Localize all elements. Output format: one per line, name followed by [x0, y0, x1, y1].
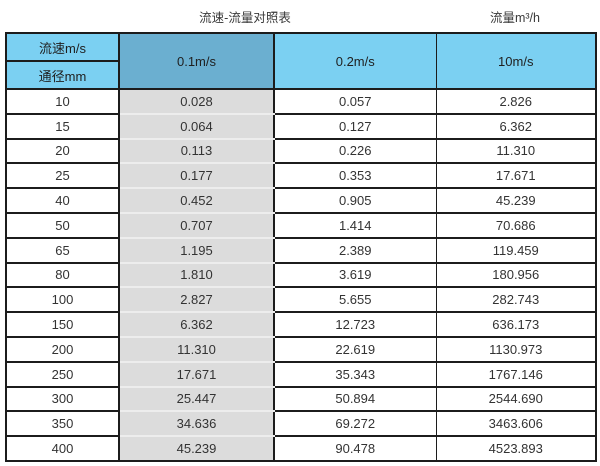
flow-value-cell: 1.414: [273, 211, 437, 239]
flow-value-cell: 34.636: [118, 410, 275, 438]
table-row: 250 17.671 35.343 1767.146: [5, 360, 597, 388]
flow-value-cell: 45.239: [435, 187, 597, 214]
diameter-cell: 15: [5, 112, 120, 140]
table-row: 80 1.810 3.619 180.956: [5, 261, 597, 289]
flow-value-cell: 3463.606: [435, 410, 597, 438]
table-body: 10 0.028 0.057 2.826 15 0.064 0.127 6.362 20 0.11…: [5, 88, 597, 462]
flow-value-cell: 50.894: [273, 385, 437, 413]
flow-value-cell: 2.826: [435, 88, 597, 115]
table-row: 15 0.064 0.127 6.362: [5, 112, 597, 140]
flow-value-cell: 11.310: [435, 137, 597, 165]
flow-value-cell: 2544.690: [435, 385, 597, 413]
flow-value-cell: 180.956: [435, 261, 597, 289]
flow-value-cell: 3.619: [273, 261, 437, 289]
flow-value-cell: 1767.146: [435, 360, 597, 388]
diameter-cell: 400: [5, 435, 120, 462]
diameter-cell: 300: [5, 385, 120, 413]
flow-value-cell: 35.343: [273, 360, 437, 388]
diameter-cell: 10: [5, 88, 120, 115]
flow-value-cell: 0.226: [273, 137, 437, 165]
flow-value-cell: 11.310: [118, 335, 275, 363]
flow-value-cell: 69.272: [273, 410, 437, 438]
flow-value-cell: 25.447: [118, 385, 275, 413]
flow-value-cell: 282.743: [435, 286, 597, 314]
flow-value-cell: 0.127: [273, 112, 437, 140]
diameter-cell: 100: [5, 286, 120, 314]
header-row-top: 流速m/s 0.1m/s 0.2m/s 10m/s: [5, 32, 597, 90]
column-header-0.1ms: 0.1m/s: [118, 32, 275, 90]
table-title: 流速-流量对照表: [199, 11, 291, 25]
corner-cell-diameter: 通径mm: [5, 60, 120, 90]
diameter-cell: 65: [5, 236, 120, 264]
flow-value-cell: 0.707: [118, 211, 275, 239]
flow-value-cell: 12.723: [273, 311, 437, 338]
table-row: 100 2.827 5.655 282.743: [5, 286, 597, 314]
flow-value-cell: 4523.893: [435, 435, 597, 462]
diameter-cell: 80: [5, 261, 120, 289]
flow-value-cell: 5.655: [273, 286, 437, 314]
diameter-cell: 250: [5, 360, 120, 388]
flow-value-cell: 17.671: [118, 360, 275, 388]
table-row: 20 0.113 0.226 11.310: [5, 137, 597, 165]
table-row: 300 25.447 50.894 2544.690: [5, 385, 597, 413]
flow-value-cell: 0.057: [273, 88, 437, 115]
column-header-10ms: 10m/s: [435, 32, 597, 90]
table-row: 40 0.452 0.905 45.239: [5, 187, 597, 214]
flow-value-cell: 0.452: [118, 187, 275, 214]
table-row: 150 6.362 12.723 636.173: [5, 311, 597, 338]
caption-row: 流速-流量对照表 流量m³/h: [0, 0, 600, 32]
flow-value-cell: 2.389: [273, 236, 437, 264]
diameter-cell: 25: [5, 162, 120, 190]
diameter-cell: 50: [5, 211, 120, 239]
diameter-cell: 40: [5, 187, 120, 214]
table-row: 400 45.239 90.478 4523.893: [5, 435, 597, 462]
table-row: 350 34.636 69.272 3463.606: [5, 410, 597, 438]
flow-value-cell: 0.353: [273, 162, 437, 190]
flow-value-cell: 6.362: [118, 311, 275, 338]
table-row: 200 11.310 22.619 1130.973: [5, 335, 597, 363]
flow-value-cell: 1.810: [118, 261, 275, 289]
flow-value-cell: 0.028: [118, 88, 275, 115]
diameter-cell: 20: [5, 137, 120, 165]
diameter-cell: 350: [5, 410, 120, 438]
flow-rate-table: 流速m/s 0.1m/s 0.2m/s 10m/s 通径mm 10 0.028 0.…: [5, 32, 597, 462]
flow-value-cell: 22.619: [273, 335, 437, 363]
diameter-cell: 150: [5, 311, 120, 338]
flow-value-cell: 45.239: [118, 435, 275, 462]
flow-value-cell: 1.195: [118, 236, 275, 264]
table-header: 流速m/s 0.1m/s 0.2m/s 10m/s 通径mm: [5, 32, 597, 90]
table-row: 10 0.028 0.057 2.826: [5, 88, 597, 115]
flow-value-cell: 70.686: [435, 211, 597, 239]
flow-rate-unit-label: 流量m³/h: [489, 11, 540, 25]
flow-value-cell: 2.827: [118, 286, 275, 314]
flow-value-cell: 636.173: [435, 311, 597, 338]
flow-value-cell: 1130.973: [435, 335, 597, 363]
table-row: 50 0.707 1.414 70.686: [5, 211, 597, 239]
diameter-cell: 200: [5, 335, 120, 363]
flow-value-cell: 90.478: [273, 435, 437, 462]
flow-value-cell: 6.362: [435, 112, 597, 140]
flow-value-cell: 0.177: [118, 162, 275, 190]
flow-value-cell: 0.064: [118, 112, 275, 140]
flow-value-cell: 0.113: [118, 137, 275, 165]
header-row-bottom: 通径mm: [5, 60, 596, 90]
table-row: 25 0.177 0.353 17.671: [5, 162, 597, 190]
flow-value-cell: 119.459: [435, 236, 597, 264]
flow-value-cell: 0.905: [273, 187, 437, 214]
column-header-0.2ms: 0.2m/s: [273, 32, 437, 90]
corner-cell-velocity: 流速m/s: [5, 32, 120, 62]
table-row: 65 1.195 2.389 119.459: [5, 236, 597, 264]
flow-value-cell: 17.671: [435, 162, 597, 190]
